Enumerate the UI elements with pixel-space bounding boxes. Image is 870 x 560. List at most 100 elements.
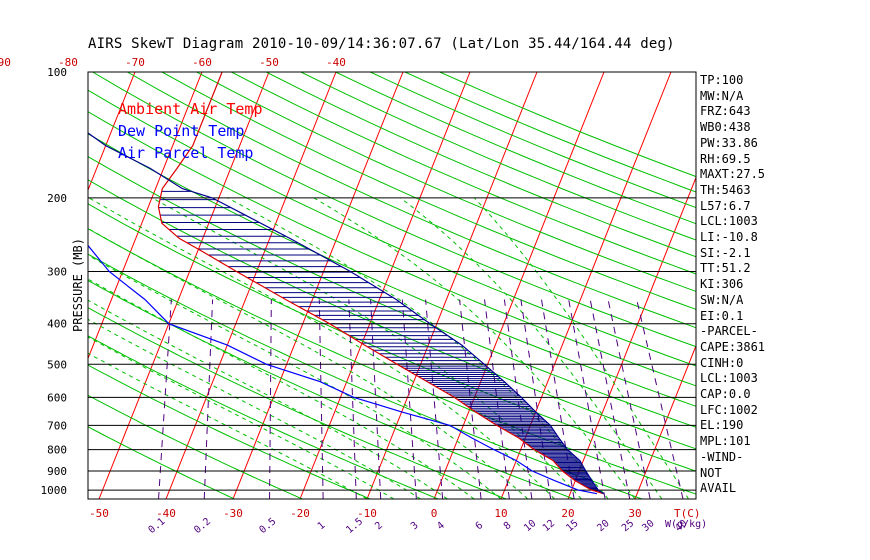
- index-item: MPL:101: [700, 434, 751, 449]
- index-item: CAP:0.0: [700, 387, 751, 401]
- index-item: MAXT:27.5: [700, 167, 766, 182]
- isotherm-line: [836, 72, 870, 499]
- mixing-ratio-line: [370, 299, 382, 499]
- isotherm-line: [165, 72, 337, 499]
- top-temp-tick: -60: [192, 56, 212, 69]
- moist-adiabat-line: [88, 227, 529, 499]
- parcel-line: [88, 132, 604, 495]
- dry-adiabat-line: [161, 72, 696, 310]
- index-item: -PARCEL-: [700, 324, 758, 339]
- index-item: TT:51.2: [700, 261, 751, 276]
- bottom-temp-tick: 10: [494, 507, 507, 520]
- mixing-ratio-tick: 0.5: [258, 516, 279, 536]
- index-item: SW:N/A: [700, 292, 744, 307]
- pressure-tick-label: 1000: [41, 484, 68, 497]
- legend-dewpoint: Dew Point Temp: [118, 122, 245, 140]
- temp-unit-label: T(C): [674, 507, 701, 520]
- index-item: PW:33.86: [700, 135, 758, 150]
- mixing-ratio-line: [568, 299, 606, 499]
- mixing-ratio-line: [158, 299, 172, 499]
- bottom-temp-tick: -40: [156, 507, 176, 520]
- mixing-ratio-tick: 20: [595, 518, 611, 534]
- mixing-ratio-tick: 25: [620, 518, 636, 534]
- dry-adiabat-line: [88, 307, 507, 499]
- index-item: EL:190: [700, 418, 744, 433]
- mixing-ratio-line: [636, 299, 684, 499]
- pressure-tick-label: 200: [47, 192, 67, 205]
- top-temp-tick: -90: [0, 56, 11, 69]
- isotherm-line: [0, 72, 1, 499]
- top-temp-tick: -40: [326, 56, 346, 69]
- dry-adiabat-line: [88, 228, 696, 495]
- dry-adiabat-line: [88, 279, 575, 499]
- chart-title: AIRS SkewT Diagram 2010-10-09/14:36:07.6…: [88, 36, 675, 52]
- isotherm-line: [634, 344, 696, 499]
- index-item: L57:6.7: [700, 198, 751, 213]
- pressure-tick-label: 400: [47, 318, 67, 331]
- mixing-ratio-tick: 10: [522, 518, 538, 534]
- pressure-tick-label: 300: [47, 266, 67, 279]
- pressure-tick-label: 800: [47, 444, 67, 457]
- moist-adiabat-line: [88, 336, 395, 499]
- mixing-ratio-tick: 12: [541, 518, 557, 534]
- moist-adiabat-line: [88, 278, 475, 499]
- top-temp-tick: -50: [259, 56, 279, 69]
- dry-adiabat-line: [92, 72, 696, 348]
- dry-adiabat-line: [88, 426, 235, 499]
- dry-adiabat-line: [88, 111, 696, 387]
- pressure-tick-label: 700: [47, 419, 67, 432]
- mixing-ratio-line: [401, 299, 417, 499]
- dry-adiabat-line: [88, 89, 696, 367]
- plot-frame: [87, 71, 697, 500]
- ambient-temp-line: [157, 72, 604, 495]
- top-temp-tick: -70: [125, 56, 145, 69]
- isotherm-line: [769, 72, 870, 499]
- bottom-temp-tick: 20: [561, 507, 574, 520]
- index-item: LCL:1003: [700, 214, 758, 229]
- index-item: RH:69.5: [700, 151, 751, 166]
- moist-adiabat-line: [313, 197, 636, 499]
- index-item: LCL:1003: [700, 371, 758, 386]
- isotherm-line: [567, 176, 696, 499]
- mixing-ratio-tick: 30: [640, 518, 656, 534]
- bottom-temp-tick: -20: [290, 507, 310, 520]
- top-temp-tick: -80: [58, 56, 78, 69]
- isotherm-line: [366, 72, 538, 499]
- moist-adiabat-line: [88, 254, 502, 499]
- pressure-tick-label: 900: [47, 465, 67, 478]
- index-item: TP:100: [700, 73, 744, 87]
- isotherm-line: [88, 72, 136, 192]
- index-item: CAPE:3861: [700, 339, 766, 354]
- bottom-temp-tick: 30: [628, 507, 641, 520]
- profile-series: [88, 72, 604, 495]
- mixing-ratio-line: [318, 299, 324, 499]
- cape-hatching: [158, 190, 603, 494]
- dry-adiabat-line: [88, 155, 696, 428]
- index-item: MW:N/A: [700, 88, 744, 103]
- bottom-temp-tick: 0: [431, 507, 438, 520]
- moist-adiabat-line: [88, 299, 448, 499]
- index-item: -WIND-: [700, 449, 744, 464]
- pressure-tick-label: 500: [47, 358, 67, 371]
- mixing-ratio-tick: 8: [502, 520, 514, 532]
- dry-adiabat-line: [88, 179, 696, 450]
- dry-adiabat-line: [439, 72, 696, 178]
- moist-adiabat-line: [400, 197, 663, 499]
- moist-adiabat-line: [88, 197, 555, 499]
- index-item: KI:306: [700, 277, 744, 292]
- y-axis-label: PRESSURE (MB): [71, 238, 85, 332]
- dry-adiabat-line: [196, 72, 696, 292]
- dry-adiabat-line: [88, 335, 439, 499]
- index-item: TH:5463: [700, 182, 751, 197]
- dry-adiabat-line: [88, 133, 696, 407]
- dry-adiabat-line: [127, 72, 696, 329]
- index-item: LI:-10.8: [700, 230, 758, 244]
- pressure-tick-label: 100: [47, 66, 67, 79]
- mixing-ratio-tick: 6: [474, 520, 486, 532]
- isotherm-line: [0, 72, 68, 499]
- isotherm-line: [299, 72, 471, 499]
- mixing-ratio-unit-label: W(g/kg): [665, 519, 707, 530]
- isotherm-line: [88, 72, 203, 360]
- mixing-ratio-tick: 4: [435, 520, 447, 532]
- index-item: NOT: [700, 465, 722, 480]
